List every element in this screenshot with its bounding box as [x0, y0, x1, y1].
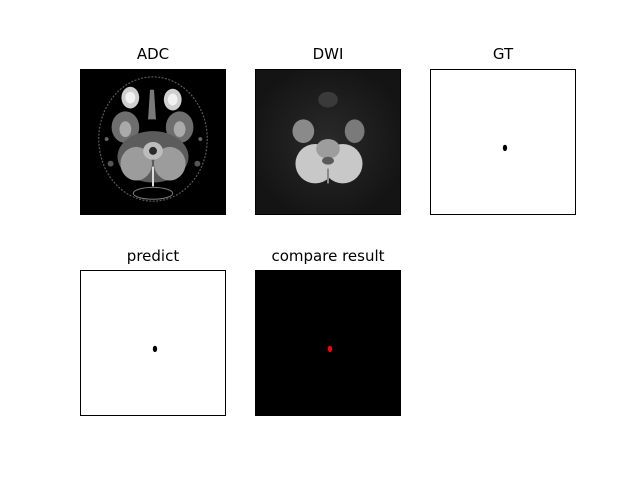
dwi-brain-slice: [256, 70, 400, 214]
predict-image: [80, 270, 226, 416]
predicted-mask: [81, 271, 225, 415]
compare-result-title: compare result: [271, 247, 385, 265]
compare-result-image: [255, 270, 401, 416]
predict-title: predict: [126, 247, 180, 265]
adc-image: [80, 69, 226, 215]
adc-title: ADC: [136, 45, 170, 63]
dwi-image: [255, 69, 401, 215]
gt-image: [430, 69, 576, 215]
dwi-title: DWI: [312, 45, 344, 63]
ground-truth-mask: [431, 70, 575, 214]
adc-brain-slice: [81, 70, 225, 214]
comparison-overlay: [256, 271, 400, 415]
gt-title: GT: [492, 45, 514, 63]
